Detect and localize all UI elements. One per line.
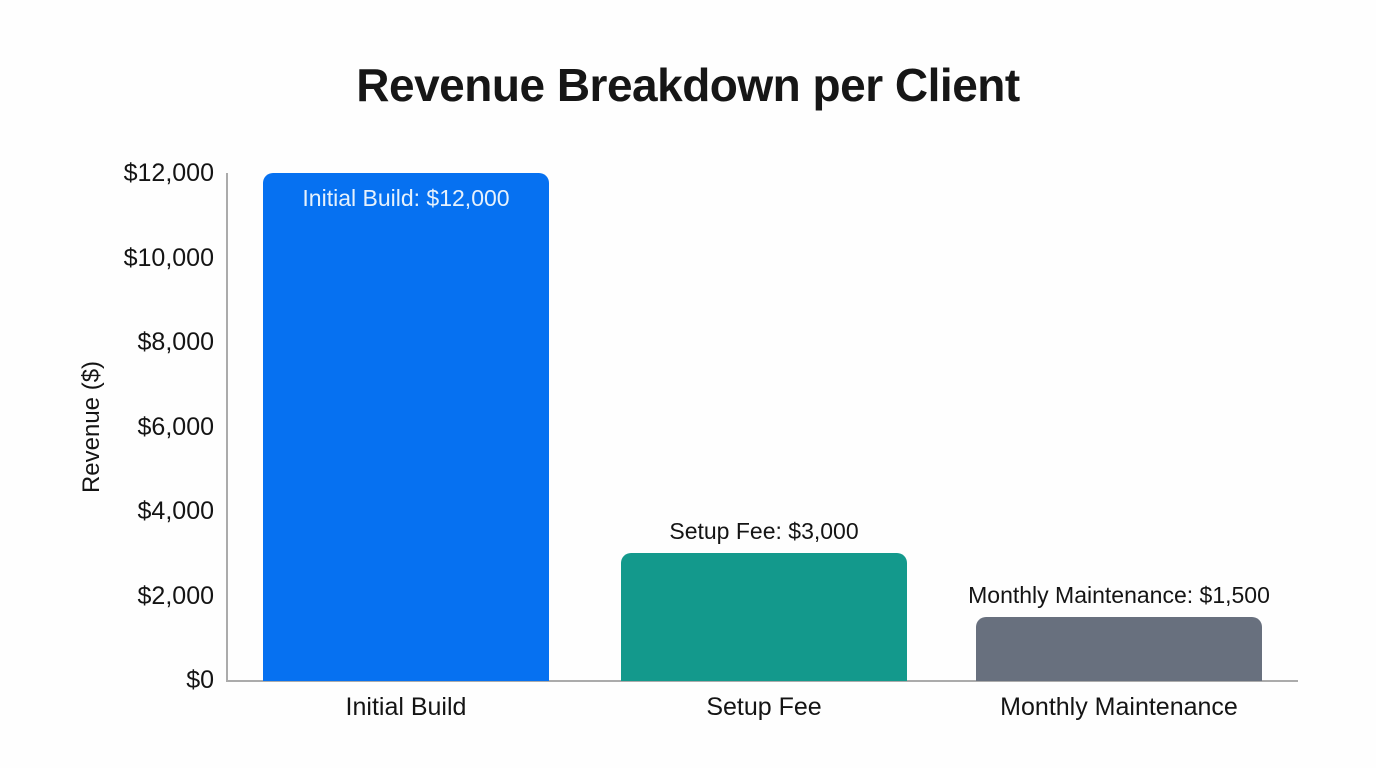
x-tick-label-initial-build: Initial Build bbox=[345, 693, 467, 721]
x-axis-line bbox=[226, 680, 1298, 682]
bar-value-label-monthly-maintenance: Monthly Maintenance: $1,500 bbox=[968, 581, 1270, 608]
y-tick-label: $8,000 bbox=[137, 328, 214, 356]
y-tick-label: $0 bbox=[186, 666, 214, 694]
y-axis-label: Revenue ($) bbox=[78, 360, 105, 494]
x-tick-label-setup-fee: Setup Fee bbox=[706, 693, 822, 721]
x-tick-label-monthly-maintenance: Monthly Maintenance bbox=[1000, 693, 1238, 721]
y-tick-label: $6,000 bbox=[137, 412, 214, 441]
y-axis-line bbox=[226, 173, 228, 682]
bar-monthly-maintenance bbox=[976, 616, 1262, 681]
bar-value-label-setup-fee: Setup Fee: $3,000 bbox=[669, 518, 859, 545]
y-tick-label: $12,000 bbox=[123, 159, 214, 187]
bar-initial-build bbox=[263, 173, 549, 681]
y-tick-label: $2,000 bbox=[137, 581, 214, 610]
bar-setup-fee bbox=[621, 553, 907, 681]
bar-value-label-initial-build: Initial Build: $12,000 bbox=[302, 185, 510, 211]
chart-title: Revenue Breakdown per Client bbox=[356, 59, 1020, 111]
y-tick-label: $10,000 bbox=[123, 243, 214, 272]
y-tick-label: $4,000 bbox=[137, 497, 214, 525]
